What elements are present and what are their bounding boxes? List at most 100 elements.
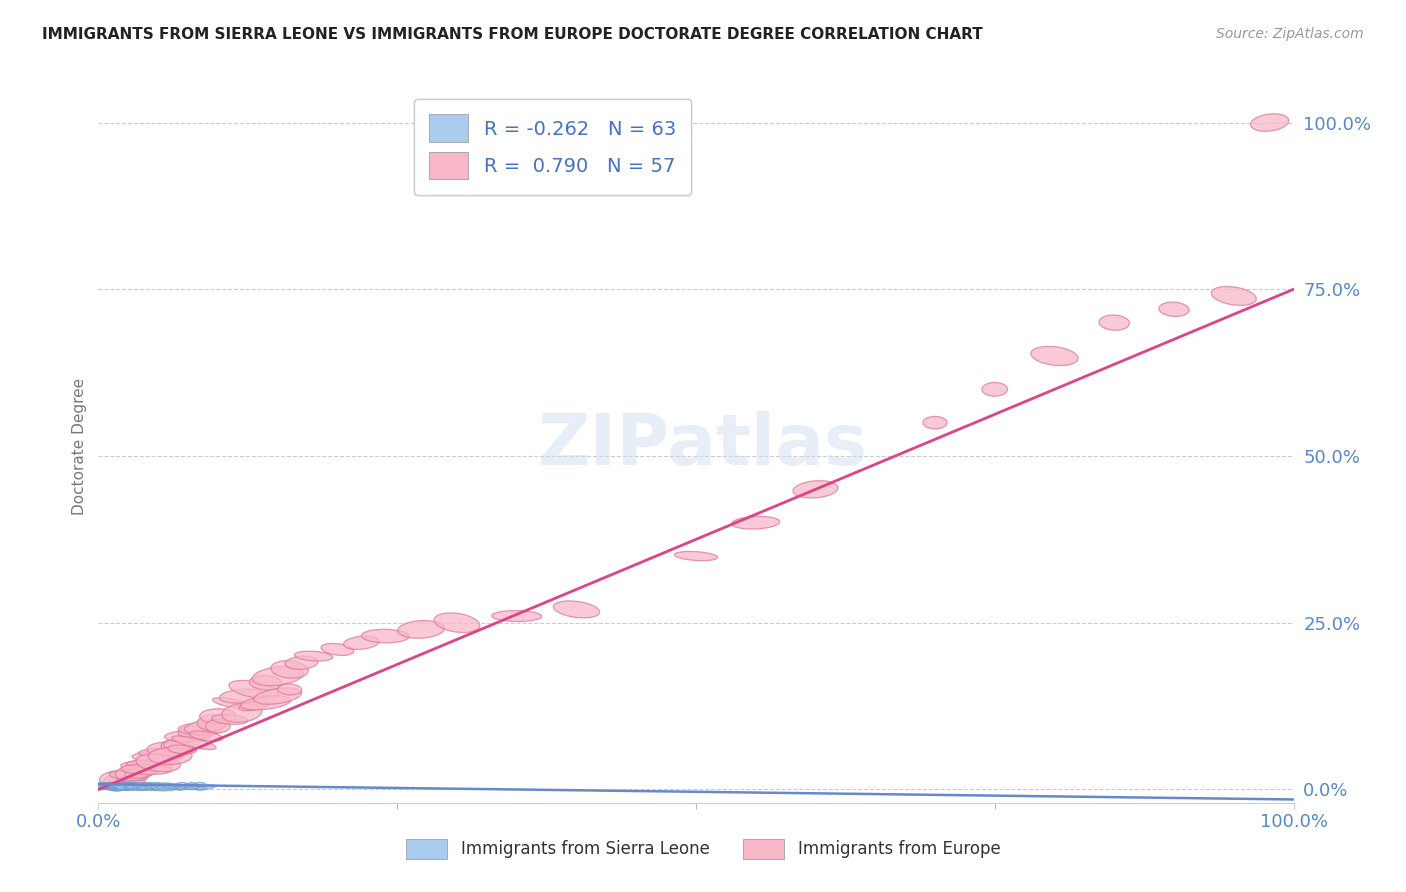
- Ellipse shape: [1031, 346, 1078, 366]
- Ellipse shape: [107, 783, 118, 790]
- Ellipse shape: [252, 666, 304, 686]
- Text: ZIPatlas: ZIPatlas: [538, 411, 868, 481]
- Ellipse shape: [100, 784, 114, 789]
- Ellipse shape: [139, 748, 190, 757]
- Ellipse shape: [212, 714, 247, 724]
- Ellipse shape: [277, 684, 302, 695]
- Ellipse shape: [361, 629, 409, 643]
- Ellipse shape: [104, 785, 115, 789]
- Ellipse shape: [115, 765, 153, 780]
- Ellipse shape: [108, 785, 120, 789]
- Ellipse shape: [165, 784, 181, 789]
- Ellipse shape: [169, 784, 183, 789]
- Ellipse shape: [285, 657, 318, 669]
- Ellipse shape: [294, 651, 333, 661]
- Ellipse shape: [108, 784, 127, 789]
- Ellipse shape: [197, 714, 226, 731]
- Ellipse shape: [108, 782, 129, 789]
- Ellipse shape: [134, 786, 155, 789]
- Ellipse shape: [172, 736, 217, 749]
- Ellipse shape: [156, 783, 177, 790]
- Ellipse shape: [107, 784, 131, 788]
- Ellipse shape: [271, 661, 308, 678]
- Ellipse shape: [1099, 315, 1129, 330]
- Ellipse shape: [222, 703, 262, 723]
- Ellipse shape: [167, 745, 197, 754]
- Ellipse shape: [239, 701, 269, 711]
- Ellipse shape: [200, 709, 236, 723]
- Ellipse shape: [138, 785, 157, 789]
- Ellipse shape: [253, 688, 302, 705]
- Ellipse shape: [105, 784, 122, 789]
- Ellipse shape: [195, 785, 217, 790]
- Ellipse shape: [134, 785, 145, 790]
- Ellipse shape: [1211, 286, 1257, 305]
- Ellipse shape: [434, 613, 479, 632]
- Ellipse shape: [219, 689, 264, 703]
- Ellipse shape: [121, 764, 172, 774]
- Ellipse shape: [97, 786, 118, 789]
- Ellipse shape: [101, 783, 112, 788]
- Ellipse shape: [128, 783, 145, 790]
- Ellipse shape: [321, 643, 354, 656]
- Ellipse shape: [127, 783, 145, 789]
- Ellipse shape: [174, 782, 190, 790]
- Ellipse shape: [104, 783, 128, 790]
- Ellipse shape: [117, 785, 132, 790]
- Ellipse shape: [143, 785, 160, 790]
- Ellipse shape: [124, 782, 145, 789]
- Ellipse shape: [183, 784, 205, 789]
- Ellipse shape: [1250, 114, 1289, 131]
- Ellipse shape: [139, 783, 153, 790]
- Ellipse shape: [148, 747, 193, 764]
- Ellipse shape: [165, 786, 176, 789]
- Ellipse shape: [162, 739, 191, 753]
- Ellipse shape: [125, 783, 142, 790]
- Ellipse shape: [163, 736, 201, 749]
- Ellipse shape: [675, 551, 717, 561]
- Ellipse shape: [141, 782, 156, 790]
- Ellipse shape: [249, 675, 283, 690]
- Ellipse shape: [205, 719, 231, 733]
- Ellipse shape: [398, 621, 444, 639]
- Ellipse shape: [97, 783, 111, 789]
- Ellipse shape: [100, 785, 111, 789]
- Ellipse shape: [136, 754, 180, 772]
- Ellipse shape: [124, 785, 135, 789]
- Ellipse shape: [103, 774, 129, 791]
- Ellipse shape: [165, 731, 211, 742]
- Ellipse shape: [186, 782, 198, 789]
- Ellipse shape: [100, 784, 124, 788]
- Ellipse shape: [103, 782, 118, 790]
- Ellipse shape: [105, 784, 125, 791]
- Ellipse shape: [981, 383, 1008, 396]
- Legend: R = -0.262   N = 63, R =  0.790   N = 57: R = -0.262 N = 63, R = 0.790 N = 57: [413, 99, 692, 194]
- Ellipse shape: [136, 783, 149, 790]
- Ellipse shape: [110, 772, 148, 780]
- Ellipse shape: [190, 731, 222, 741]
- Ellipse shape: [114, 784, 132, 789]
- Ellipse shape: [793, 481, 838, 498]
- Legend: Immigrants from Sierra Leone, Immigrants from Europe: Immigrants from Sierra Leone, Immigrants…: [399, 832, 1007, 866]
- Ellipse shape: [343, 636, 380, 649]
- Ellipse shape: [96, 782, 107, 789]
- Ellipse shape: [114, 784, 131, 789]
- Ellipse shape: [184, 719, 228, 733]
- Ellipse shape: [96, 783, 112, 788]
- Ellipse shape: [103, 784, 115, 789]
- Ellipse shape: [129, 783, 150, 789]
- Ellipse shape: [554, 601, 599, 618]
- Ellipse shape: [181, 786, 195, 789]
- Ellipse shape: [148, 783, 169, 790]
- Ellipse shape: [1159, 302, 1189, 317]
- Ellipse shape: [105, 783, 128, 790]
- Ellipse shape: [125, 782, 138, 789]
- Text: Source: ZipAtlas.com: Source: ZipAtlas.com: [1216, 27, 1364, 41]
- Ellipse shape: [112, 781, 129, 789]
- Ellipse shape: [212, 698, 247, 708]
- Ellipse shape: [122, 764, 157, 774]
- Ellipse shape: [135, 783, 156, 789]
- Text: IMMIGRANTS FROM SIERRA LEONE VS IMMIGRANTS FROM EUROPE DOCTORATE DEGREE CORRELAT: IMMIGRANTS FROM SIERRA LEONE VS IMMIGRAN…: [42, 27, 983, 42]
- Ellipse shape: [174, 785, 184, 790]
- Ellipse shape: [229, 681, 278, 698]
